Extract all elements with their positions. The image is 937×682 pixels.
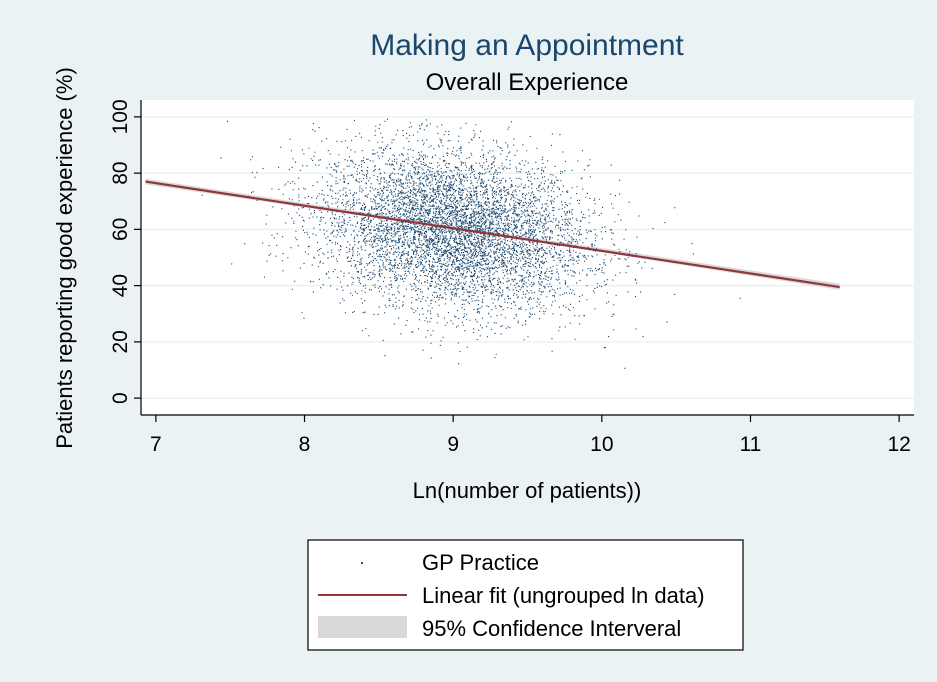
y-tick-label: 40 [109, 274, 132, 297]
grid-lines [141, 116, 914, 399]
y-tick-label: 20 [109, 330, 132, 353]
fit-layer [145, 180, 840, 289]
legend-label-gp-practice: GP Practice [422, 550, 539, 575]
y-axis-title: Patients reporting good experience (%) [52, 67, 77, 449]
x-tick-label: 12 [887, 433, 910, 456]
plot-area [141, 100, 914, 415]
x-tick-label: 7 [150, 433, 162, 456]
legend-swatch-ci [318, 616, 407, 638]
y-tick-label: 60 [109, 218, 132, 241]
scatter-layer [201, 118, 741, 369]
y-tick-label: 100 [109, 99, 132, 134]
chart-title: Making an Appointment [370, 29, 684, 62]
axes [134, 100, 914, 422]
legend-label-linear-fit: Linear fit (ungrouped ln data) [422, 583, 705, 608]
legend-label-ci: 95% Confidence Interveral [422, 616, 681, 641]
x-axis-title: Ln(number of patients)) [413, 478, 642, 503]
legend-swatch-gp-practice [360, 561, 364, 565]
scatter-points [201, 118, 741, 369]
tick-labels: 0 20 40 60 80 100 7 8 9 10 11 12 [109, 99, 911, 456]
linear-fit-line [145, 180, 840, 289]
chart-subtitle: Overall Experience [426, 69, 629, 96]
x-tick-label: 8 [299, 433, 311, 456]
y-tick-label: 80 [109, 161, 132, 184]
x-tick-label: 11 [740, 433, 762, 456]
x-tick-label: 9 [447, 433, 459, 456]
y-tick-label: 0 [109, 392, 132, 404]
plot-background [141, 100, 914, 415]
x-tick-label: 10 [590, 433, 613, 456]
legend: GP Practice Linear fit (ungrouped ln dat… [307, 539, 744, 651]
